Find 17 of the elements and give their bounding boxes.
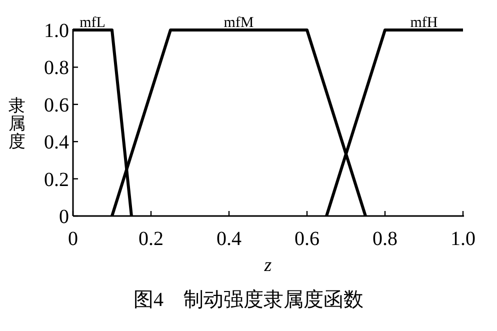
y-tick-label: 0.8: [44, 57, 69, 80]
caption: 图4 制动强度隶属度函数: [134, 289, 364, 311]
x-tick-label: 0.6: [294, 228, 320, 250]
y-axis-title: 隶属度: [8, 96, 26, 151]
x-tick-label: 0.4: [216, 228, 242, 250]
x-tick-label: 0.8: [372, 228, 398, 250]
series-label: mfM: [224, 15, 254, 31]
x-axis-title: z: [263, 255, 272, 276]
y-tick-label: 1.0: [44, 20, 69, 42]
y-tick-label: 0.6: [44, 94, 69, 116]
x-tick-label: 0.2: [138, 228, 164, 250]
series-label: mfH: [410, 15, 438, 31]
x-tick-label: 1.0: [450, 228, 476, 250]
y-tick-label: 0.2: [44, 168, 69, 191]
y-tick-label: 0: [59, 206, 69, 228]
y-tick-label: 0.4: [44, 132, 69, 154]
series-label: mfL: [80, 15, 106, 31]
